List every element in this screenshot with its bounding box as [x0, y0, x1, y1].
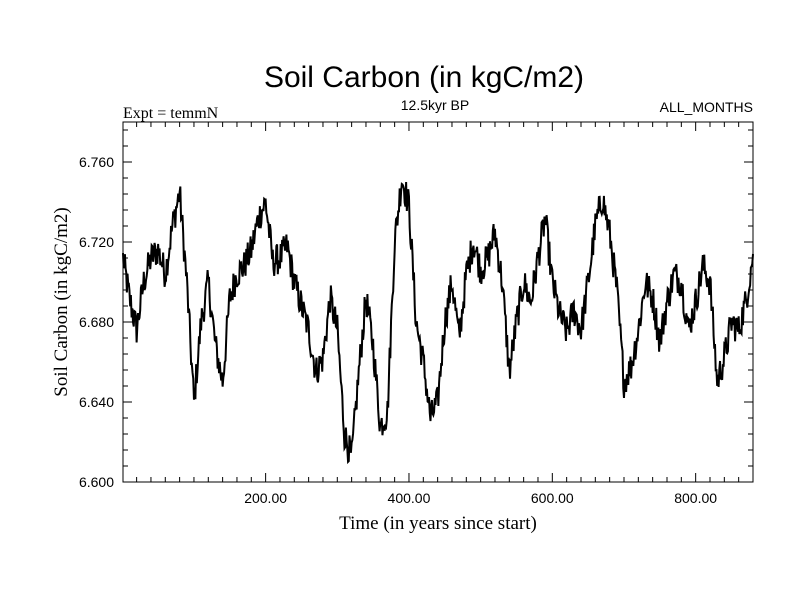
experiment-label: Expt = temmN [123, 105, 219, 122]
y-tick-label: 6.600 [79, 474, 114, 490]
plot-frame [122, 121, 754, 483]
y-tick-label: 6.640 [79, 394, 114, 410]
soil-carbon-series-line [122, 181, 754, 465]
x-tick-label: 400.00 [388, 490, 431, 506]
period-subtitle: 12.5kyr BP [401, 97, 469, 113]
x-tick-label: 600.00 [531, 490, 574, 506]
y-tick-label: 6.720 [79, 234, 114, 250]
x-tick-label: 200.00 [244, 490, 287, 506]
y-axis-label: Soil Carbon (in kgC/m2) [51, 207, 72, 396]
axis-ticks [123, 122, 753, 482]
x-tick-labels: 200.00 400.00 600.00 800.00 [244, 490, 717, 506]
months-label: ALL_MONTHS [660, 99, 753, 115]
x-tick-label: 800.00 [674, 490, 717, 506]
x-axis-label: Time (in years since start) [339, 513, 537, 534]
y-tick-label: 6.760 [79, 154, 114, 170]
y-tick-labels: 6.600 6.640 6.680 6.720 6.760 [79, 154, 114, 490]
y-tick-label: 6.680 [79, 314, 114, 330]
chart-title: Soil Carbon (in kgC/m2) [264, 61, 584, 94]
